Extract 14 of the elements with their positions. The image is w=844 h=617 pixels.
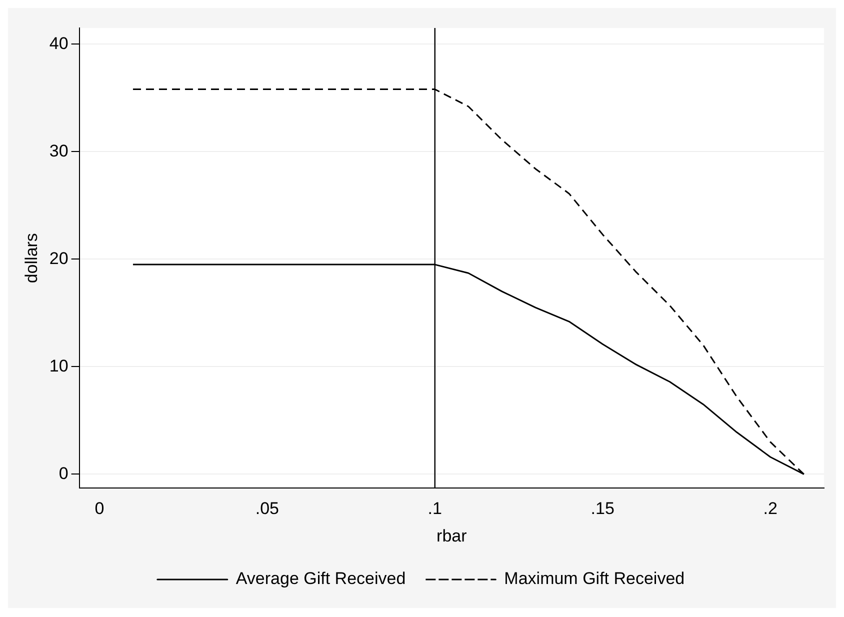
x-tick-label: .2 bbox=[763, 499, 778, 518]
y-tick-label: 0 bbox=[58, 464, 68, 483]
x-tick-label: 0 bbox=[94, 499, 104, 518]
x-tick-label: .1 bbox=[428, 499, 442, 518]
x-axis-title: rbar bbox=[436, 526, 468, 546]
y-tick-label: 40 bbox=[49, 34, 68, 53]
x-tick-label: .05 bbox=[255, 499, 279, 518]
x-tick-label: .15 bbox=[590, 499, 614, 518]
y-tick-label: 10 bbox=[49, 356, 68, 376]
legend-label: Average Gift Received bbox=[236, 569, 406, 588]
legend-label: Maximum Gift Received bbox=[504, 569, 685, 588]
y-tick-label: 20 bbox=[49, 248, 68, 268]
y-axis-title: dollars bbox=[22, 233, 41, 284]
y-tick-label: 30 bbox=[49, 141, 68, 160]
